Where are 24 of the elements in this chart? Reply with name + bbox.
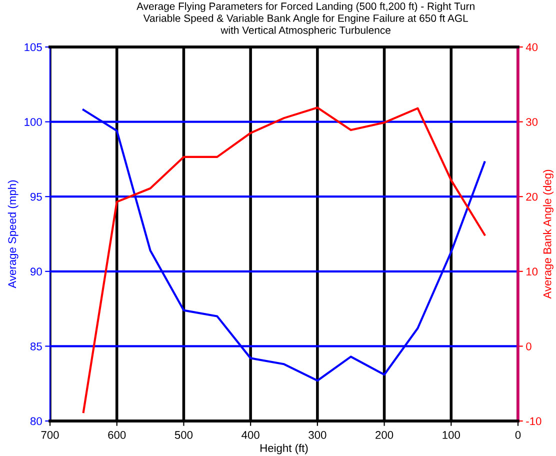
y2-tick-label: 0 xyxy=(526,342,532,350)
y2-tick-label: 10 xyxy=(526,268,538,276)
y-tick-label: 80 xyxy=(30,417,42,426)
x-tick-label: 0 xyxy=(515,431,521,439)
y-tick-label: 105 xyxy=(24,43,42,52)
x-tick-label: 300 xyxy=(308,431,326,439)
x-tick-label: 500 xyxy=(174,431,193,439)
y-tick-label: 95 xyxy=(30,192,42,201)
y2-tick-label: -10 xyxy=(526,417,542,426)
y2-tick-label: 30 xyxy=(526,118,538,126)
x-tick-label: 400 xyxy=(242,431,260,439)
y-tick-label: 85 xyxy=(30,342,42,350)
y2-axis-title: Average Bank Angle (deg) xyxy=(543,170,554,299)
x-tick-label: 100 xyxy=(442,431,460,439)
y-tick-label: 100 xyxy=(24,118,42,126)
x-tick-label: 600 xyxy=(108,431,126,439)
y-tick-label: 90 xyxy=(30,268,42,276)
x-tick-label: 200 xyxy=(376,431,394,439)
x-tick-label: 700 xyxy=(41,431,59,439)
x-axis-title: Height (ft) xyxy=(260,444,308,454)
y2-tick-label: 40 xyxy=(526,43,538,52)
chart-title: Average Flying Parameters for Forced Landing (500 ft,200 ft) - Right Turn Variable Speed & Variable Bank Angle for Engine Failure at 650 ft AGL with Vertical Atmospheric Turbulence xyxy=(136,2,474,36)
y-axis-title: Average Speed (mph) xyxy=(8,180,18,288)
y2-tick-label: 20 xyxy=(526,192,538,201)
